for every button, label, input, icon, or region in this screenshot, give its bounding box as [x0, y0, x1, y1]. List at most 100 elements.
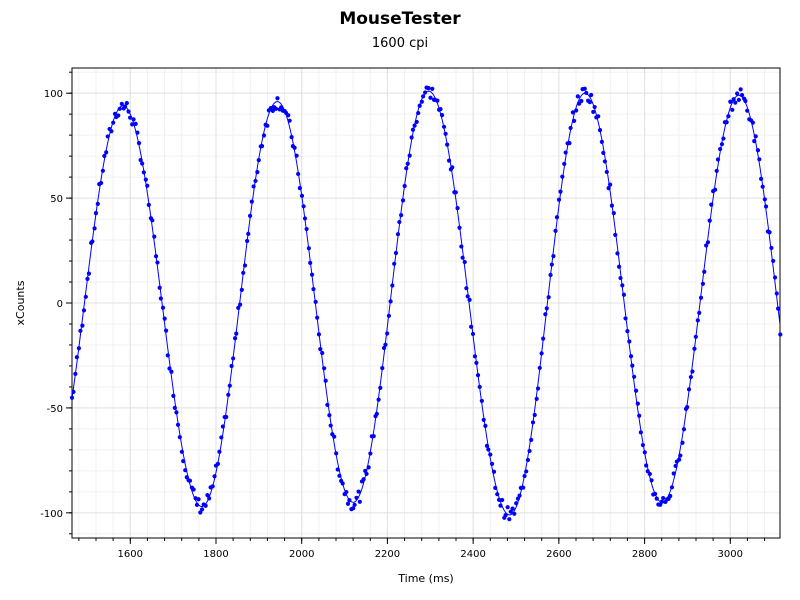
data-point: [551, 254, 556, 259]
data-point: [130, 122, 135, 127]
data-point: [649, 478, 654, 483]
data-point: [579, 98, 584, 104]
data-point: [592, 104, 597, 110]
data-point: [347, 498, 352, 503]
data-point: [165, 353, 170, 358]
data-point: [399, 213, 404, 218]
data-point: [116, 113, 121, 118]
data-point: [229, 363, 234, 369]
data-point: [236, 305, 241, 310]
data-point: [322, 366, 327, 371]
data-point: [750, 120, 755, 125]
data-point: [100, 168, 105, 173]
data-point: [155, 260, 160, 265]
data-point: [301, 204, 306, 209]
data-point: [287, 118, 292, 123]
data-point: [171, 393, 176, 399]
data-point: [345, 501, 351, 506]
data-point: [632, 374, 637, 379]
data-point: [718, 146, 723, 152]
data-point: [776, 306, 781, 311]
data-point: [505, 505, 510, 510]
data-point: [700, 281, 706, 286]
data-point: [395, 232, 401, 237]
data-point: [759, 176, 764, 181]
data-point: [69, 395, 75, 400]
data-point: [164, 328, 169, 333]
data-point: [692, 346, 697, 351]
data-point: [625, 328, 630, 334]
data-point: [524, 469, 529, 474]
data-point: [745, 108, 750, 113]
data-point: [686, 387, 692, 392]
data-point: [707, 218, 712, 223]
data-point: [608, 182, 613, 187]
data-point: [503, 513, 508, 518]
data-point: [591, 109, 596, 115]
data-point: [421, 94, 426, 99]
data-point: [620, 283, 625, 288]
data-point: [554, 215, 560, 220]
data-point: [652, 491, 658, 496]
data-point: [90, 239, 95, 244]
data-point: [755, 148, 761, 153]
data-point: [517, 493, 522, 498]
data-point: [162, 316, 167, 321]
data-point: [697, 310, 702, 315]
data-point: [380, 366, 385, 371]
data-point: [472, 354, 478, 359]
data-point: [640, 442, 646, 448]
x-tick-label: 3000: [718, 549, 743, 560]
data-point: [242, 263, 248, 268]
data-point: [477, 384, 482, 390]
data-point: [143, 177, 148, 182]
data-point: [153, 254, 159, 259]
data-point: [249, 199, 254, 204]
y-tick-label: 50: [50, 194, 63, 205]
data-point: [368, 451, 373, 456]
data-point: [553, 228, 558, 233]
data-point: [289, 135, 294, 140]
data-point: [138, 157, 143, 163]
data-point: [246, 231, 251, 236]
data-point: [109, 129, 114, 134]
data-point: [462, 259, 467, 265]
data-point: [453, 190, 458, 195]
data-point: [628, 354, 634, 359]
data-point: [599, 139, 604, 144]
data-point: [306, 246, 311, 251]
data-point: [728, 99, 733, 104]
data-point: [604, 169, 609, 175]
data-point: [627, 339, 632, 344]
data-point: [241, 270, 246, 275]
data-point: [81, 308, 87, 313]
data-point: [323, 378, 328, 383]
data-point: [335, 467, 340, 472]
data-point: [726, 114, 731, 119]
data-point: [638, 430, 643, 435]
data-point: [470, 331, 476, 337]
x-tick-label: 2200: [375, 549, 400, 560]
data-point: [455, 206, 460, 211]
data-point: [378, 385, 383, 391]
data-point: [659, 499, 664, 504]
data-point: [572, 118, 577, 123]
data-point: [126, 109, 131, 114]
data-point: [354, 495, 359, 500]
data-point: [275, 96, 280, 101]
data-point: [381, 345, 387, 351]
data-point: [409, 135, 414, 140]
x-tick-label: 2400: [460, 549, 485, 560]
data-point: [412, 123, 417, 128]
data-point: [644, 463, 649, 468]
data-point: [771, 258, 776, 264]
data-point: [124, 101, 129, 106]
data-point: [226, 392, 231, 397]
data-point: [635, 401, 640, 406]
data-point: [386, 313, 392, 318]
data-point: [457, 225, 462, 230]
data-point: [86, 271, 92, 276]
data-point: [302, 216, 308, 221]
data-point: [332, 434, 337, 439]
data-point: [721, 136, 726, 141]
